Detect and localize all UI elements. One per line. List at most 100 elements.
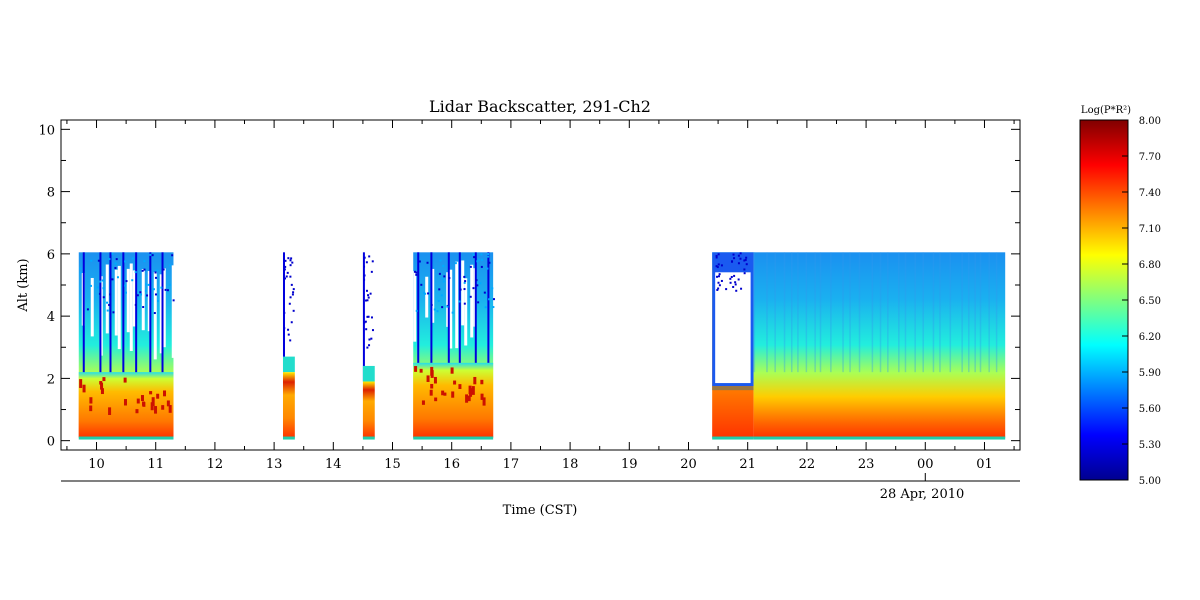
- texture: [842, 252, 844, 373]
- speckle: [488, 298, 491, 301]
- aerosol-feature: [100, 382, 104, 390]
- texture: [849, 252, 851, 373]
- speckle: [157, 299, 160, 302]
- speckle: [440, 294, 443, 297]
- speckle: [743, 259, 746, 262]
- speckle: [151, 254, 154, 257]
- aerosol-feature: [453, 380, 457, 385]
- colorbar-tick-label: 6.80: [1139, 260, 1161, 271]
- layer: [282, 356, 295, 373]
- speckle: [733, 274, 736, 277]
- speckle: [366, 346, 369, 349]
- texture: [995, 252, 998, 373]
- speckle: [427, 292, 430, 295]
- y-tick-label: 8: [47, 186, 55, 201]
- speckle: [438, 272, 441, 275]
- speckle: [285, 275, 288, 278]
- speckle: [739, 257, 742, 260]
- no-return: [461, 260, 465, 326]
- speckle: [463, 302, 466, 305]
- aerosol-feature: [433, 376, 437, 384]
- speckle: [162, 268, 165, 271]
- no-return: [126, 268, 130, 333]
- texture: [988, 252, 990, 373]
- speckle: [745, 256, 748, 259]
- texture: [939, 252, 941, 373]
- aerosol-feature: [434, 397, 438, 402]
- data-layer: [78, 252, 1006, 440]
- speckle: [717, 281, 720, 284]
- speckle: [717, 287, 720, 290]
- speckle: [116, 276, 119, 279]
- no-return: [455, 261, 459, 349]
- no-return: [473, 268, 477, 327]
- speckle: [106, 309, 109, 312]
- aerosol-feature: [480, 379, 484, 385]
- cloud-column: [282, 252, 285, 373]
- speckle: [437, 299, 440, 302]
- speckle: [368, 344, 371, 347]
- speckle: [145, 283, 148, 286]
- aerosol-feature: [140, 395, 144, 402]
- speckle: [364, 320, 367, 323]
- speckle: [290, 257, 293, 260]
- aerosol-feature: [151, 397, 155, 407]
- speckle: [367, 315, 370, 318]
- speckle: [140, 293, 143, 296]
- speckle: [366, 299, 369, 302]
- aerosol-feature: [154, 406, 158, 414]
- speckle: [737, 262, 740, 265]
- aerosol-feature: [150, 402, 154, 411]
- no-return: [90, 277, 94, 337]
- speckle: [154, 271, 157, 274]
- aerosol-feature: [441, 390, 445, 396]
- speckle: [368, 338, 371, 341]
- speckle: [448, 277, 451, 280]
- speckle: [365, 261, 368, 264]
- speckle: [172, 299, 175, 302]
- surface-strip: [753, 436, 1006, 440]
- aerosol-feature: [451, 391, 455, 398]
- speckle: [131, 279, 134, 282]
- no-return: [147, 271, 151, 332]
- texture: [949, 252, 952, 373]
- speckle: [147, 283, 150, 286]
- aerosol-feature: [135, 409, 139, 414]
- speckle: [370, 337, 373, 340]
- x-tick-label: 19: [621, 457, 638, 472]
- no-return: [117, 265, 121, 350]
- speckle: [114, 262, 117, 265]
- colorbar-tick-label: 5.00: [1139, 476, 1161, 487]
- cloud-column: [109, 252, 112, 373]
- aerosol-feature: [430, 383, 434, 389]
- y-tick-label: 10: [38, 123, 55, 138]
- speckle: [484, 306, 487, 309]
- speckle: [441, 306, 444, 309]
- x-tick-label: 01: [976, 457, 993, 472]
- aerosol-feature: [468, 385, 472, 394]
- speckle: [143, 260, 146, 263]
- speckle: [442, 264, 445, 267]
- speckle: [291, 293, 294, 296]
- texture: [783, 252, 786, 373]
- speckle: [290, 283, 293, 286]
- no-return: [141, 269, 145, 331]
- speckle: [720, 279, 723, 282]
- speckle: [718, 284, 721, 287]
- speckle: [153, 312, 156, 315]
- speckle: [472, 253, 475, 256]
- y-tick-label: 4: [47, 310, 55, 325]
- speckle: [111, 278, 114, 281]
- speckle: [102, 296, 105, 299]
- speckle: [114, 267, 117, 270]
- cloud-column: [135, 252, 138, 373]
- speckle: [146, 294, 149, 297]
- no-return: [431, 268, 435, 323]
- x-tick-label: 16: [443, 457, 460, 472]
- speckle: [154, 293, 157, 296]
- x-tick-label: 00: [917, 457, 934, 472]
- aerosol-feature: [108, 407, 112, 415]
- no-return: [114, 269, 118, 336]
- aerosol-feature: [473, 376, 477, 385]
- speckle: [426, 261, 429, 264]
